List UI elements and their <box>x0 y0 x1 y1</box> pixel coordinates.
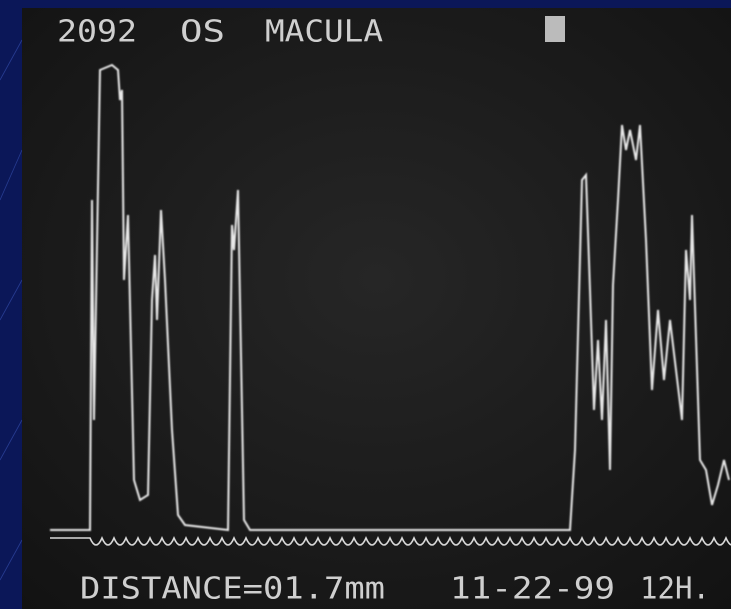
indicator <box>545 16 565 42</box>
distance-readout: DISTANCE=01.7mm <box>80 572 385 607</box>
oscilloscope-screen <box>22 8 731 609</box>
background-lines <box>0 39 23 581</box>
patient-id: 2092 <box>57 15 137 50</box>
region-label: MACULA <box>265 15 383 50</box>
date-readout: 11-22-99 <box>450 572 615 607</box>
reference-ripple <box>50 535 731 546</box>
a-scan-waveform <box>50 63 730 532</box>
eye-label: OS <box>180 15 225 50</box>
time-readout: 12H. <box>640 572 710 607</box>
